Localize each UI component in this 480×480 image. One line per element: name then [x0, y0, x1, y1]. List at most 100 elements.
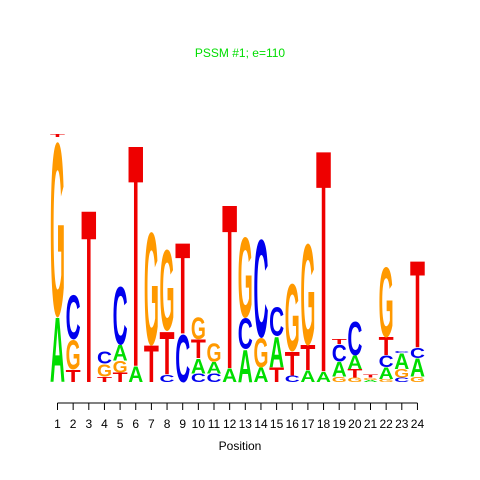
logo-letter-G-pos-16: G	[285, 263, 300, 371]
logo-letter-G-pos-19: G	[332, 376, 347, 384]
logo-letter-T-pos-19: T	[332, 338, 347, 346]
logo-letter-A-pos-17: A	[300, 367, 316, 385]
logo-letter-A-pos-15: A	[269, 329, 284, 377]
x-tick-label: 11	[208, 417, 221, 431]
logo-letter-T-pos-20: T	[347, 368, 362, 381]
x-tick-label: 20	[348, 417, 362, 431]
logo-letter-T-pos-2: T	[66, 366, 81, 386]
x-tick-label: 21	[364, 417, 378, 431]
x-tick-label: 13	[239, 417, 253, 431]
logo-letter-C-pos-4: C	[97, 348, 112, 368]
logo-letter-T-pos-8: T	[160, 319, 175, 387]
logo-letter-T-pos-22: T	[379, 333, 395, 362]
logo-letter-C-pos-5: C	[113, 270, 128, 362]
logo-letter-T-pos-5: T	[113, 370, 128, 385]
logo-letter-T-pos-3: T	[81, 160, 96, 436]
logo-letter-C-pos-9: C	[175, 321, 190, 397]
logo-letter-G-pos-13: G	[238, 215, 253, 342]
logo-letter-A-pos-13: A	[238, 339, 253, 392]
logo-letter-G-pos-23: G	[394, 367, 409, 380]
logo-letter-G-pos-7: G	[144, 201, 159, 379]
logo-letter-G-pos-22: G	[379, 248, 394, 359]
logo-letter-C-pos-15: C	[269, 299, 284, 344]
logo-letter-T-pos-15: T	[269, 363, 284, 387]
logo-letter-G-pos-4: G	[97, 360, 112, 380]
logo-letter-C-pos-10: C	[191, 371, 206, 384]
logo-letter-T-pos-16: T	[285, 346, 300, 384]
logo-letter-G-pos-14: G	[253, 328, 268, 376]
logo-letter-A-pos-5: A	[113, 340, 128, 366]
logo-letter-G-pos-21: G	[363, 377, 378, 380]
logo-letter-G-pos-24: G	[410, 376, 425, 384]
logo-letter-A-pos-23: A	[394, 348, 409, 374]
logo-letter-A-pos-14: A	[253, 364, 268, 387]
x-tick-label: 9	[179, 417, 186, 431]
logo-letter-G-pos-10: G	[191, 310, 206, 346]
logo-letter-A-pos-19: A	[332, 359, 347, 382]
logo-letter-G-pos-1: G	[50, 92, 65, 368]
x-axis: 1 2 3 4 5 6 7 8 9 10 11 12 13 14 15 16 17 18 19 20 21 22 23 24	[54, 402, 425, 431]
x-tick-label: 15	[270, 417, 284, 431]
x-tick-label: 16	[286, 417, 300, 431]
logo-letter-G-pos-2: G	[66, 330, 81, 378]
chart-title: PSSM #1; e=110	[195, 46, 285, 60]
logo-letter-A-pos-24: A	[410, 354, 425, 383]
logo-letter-G-pos-8: G	[160, 226, 175, 356]
logo-letter-C-pos-11: C	[207, 371, 222, 384]
logo-letter-G-pos-20: G	[347, 377, 362, 384]
logo-letter-A-pos-22: A	[379, 364, 395, 382]
logo-letter-C-pos-14: C	[253, 212, 268, 367]
logo-letter-C-pos-24: C	[410, 345, 425, 362]
logo-letter-A-pos-18: A	[316, 369, 331, 386]
logo-letter-G-pos-5: G	[113, 358, 128, 376]
x-tick-label: 7	[148, 417, 155, 431]
logo-letter-T-pos-9: T	[175, 215, 190, 361]
logo-letter-T-pos-17: T	[300, 337, 315, 378]
logo-letter-C-pos-23: C	[394, 350, 409, 353]
x-tick-label: 12	[223, 417, 237, 431]
x-tick-label: 22	[379, 417, 393, 431]
x-tick-label: 2	[70, 417, 77, 431]
x-tick-label: 18	[317, 417, 331, 431]
logo-letter-T-pos-1: T	[50, 133, 65, 138]
logo-letter-A-pos-21: A	[363, 380, 378, 383]
x-tick-label: 5	[117, 417, 124, 431]
logo-letter-T-pos-4: T	[97, 375, 112, 383]
x-tick-label: 23	[395, 417, 409, 431]
x-tick-label: 14	[254, 417, 268, 431]
x-tick-label: 8	[164, 417, 171, 431]
logo-letter-T-pos-18: T	[316, 84, 331, 439]
x-tick-label: 6	[132, 417, 139, 431]
logo-letter-A-pos-11: A	[207, 358, 223, 376]
logo-letter-C-pos-8: C	[160, 373, 175, 384]
logo-letter-G-pos-11: G	[207, 339, 222, 367]
logo-letter-A-pos-6: A	[128, 361, 143, 387]
logo-letter-A-pos-1: A	[50, 299, 65, 403]
logo-letter-A-pos-20: A	[347, 353, 362, 374]
logo-letter-A-pos-10: A	[191, 355, 206, 378]
logo-letter-G-pos-17: G	[300, 214, 315, 375]
logo-letter-C-pos-2: C	[66, 282, 81, 352]
logo-letter-T-pos-10: T	[191, 335, 206, 364]
logo-letter-T-pos-6: T	[128, 78, 143, 433]
logo-letter-C-pos-19: C	[332, 340, 347, 367]
x-tick-label: 4	[101, 417, 108, 431]
logo-letter-G-pos-22: G	[379, 378, 394, 383]
logo-letter-T-pos-7: T	[144, 335, 159, 394]
x-tick-label: 17	[301, 417, 315, 431]
x-tick-label: 10	[192, 417, 206, 431]
logo-letter-A-pos-12: A	[222, 366, 237, 387]
logo-letter-C-pos-23: C	[394, 377, 409, 384]
x-tick-label: 24	[411, 417, 425, 431]
logo-letter-C-pos-20: C	[347, 312, 362, 365]
logo-letter-T-pos-12: T	[222, 156, 237, 419]
logo-letter-C-pos-16: C	[285, 375, 301, 385]
x-tick-label: 1	[54, 417, 61, 431]
logo-letter-C-pos-22: C	[379, 352, 395, 370]
x-tick-label: 19	[333, 417, 347, 431]
logo-letter-T-pos-24: T	[410, 236, 425, 375]
x-axis-title: Position	[219, 439, 262, 453]
x-tick-label: 3	[85, 417, 92, 431]
